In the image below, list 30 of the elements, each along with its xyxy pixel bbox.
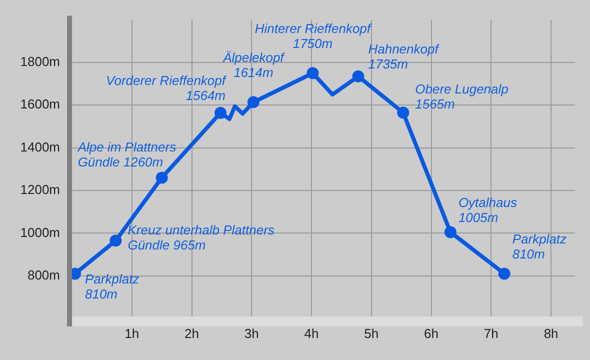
point [156, 172, 168, 184]
point [247, 96, 260, 108]
x-tick-label: 6h [424, 326, 439, 341]
x-tick-label: 5h [364, 326, 379, 341]
annotation: Kreuz unterhalb Plattners Gündle 965m [128, 222, 275, 253]
y-tick-label: 800m [27, 267, 60, 282]
y-tick-label: 1600m [20, 96, 60, 112]
x-tick-label: 2h [184, 326, 199, 341]
point [306, 67, 319, 80]
x-tick-label: 8h [544, 326, 558, 341]
y-tick-label: 1800m [20, 54, 60, 70]
point [444, 226, 456, 238]
x-tick-label: 1h [124, 326, 140, 341]
annotation: Alpe im Plattners Gündle 1260m [76, 140, 177, 170]
annotation: Parkplatz 810m [512, 232, 568, 262]
annotation: Oytalhaus 1005m [458, 195, 518, 226]
x-tick-label: 3h [244, 326, 259, 341]
annotation: Parkplatz 810m [84, 272, 140, 302]
x-tick-label: 4h [304, 326, 319, 341]
point [110, 234, 122, 247]
annotation: Vorderer Rieffenkopf 1564m [106, 72, 227, 103]
x-tick-label: 7h [484, 326, 498, 341]
point [397, 106, 410, 119]
y-tick-label: 1400m [20, 139, 60, 154]
point [352, 70, 364, 82]
annotation: Obere Lugenalp 1565m [415, 82, 508, 112]
point [214, 106, 227, 119]
y-tick-label: 1200m [20, 182, 60, 198]
y-tick-label: 1000m [20, 224, 60, 240]
point [498, 268, 510, 280]
